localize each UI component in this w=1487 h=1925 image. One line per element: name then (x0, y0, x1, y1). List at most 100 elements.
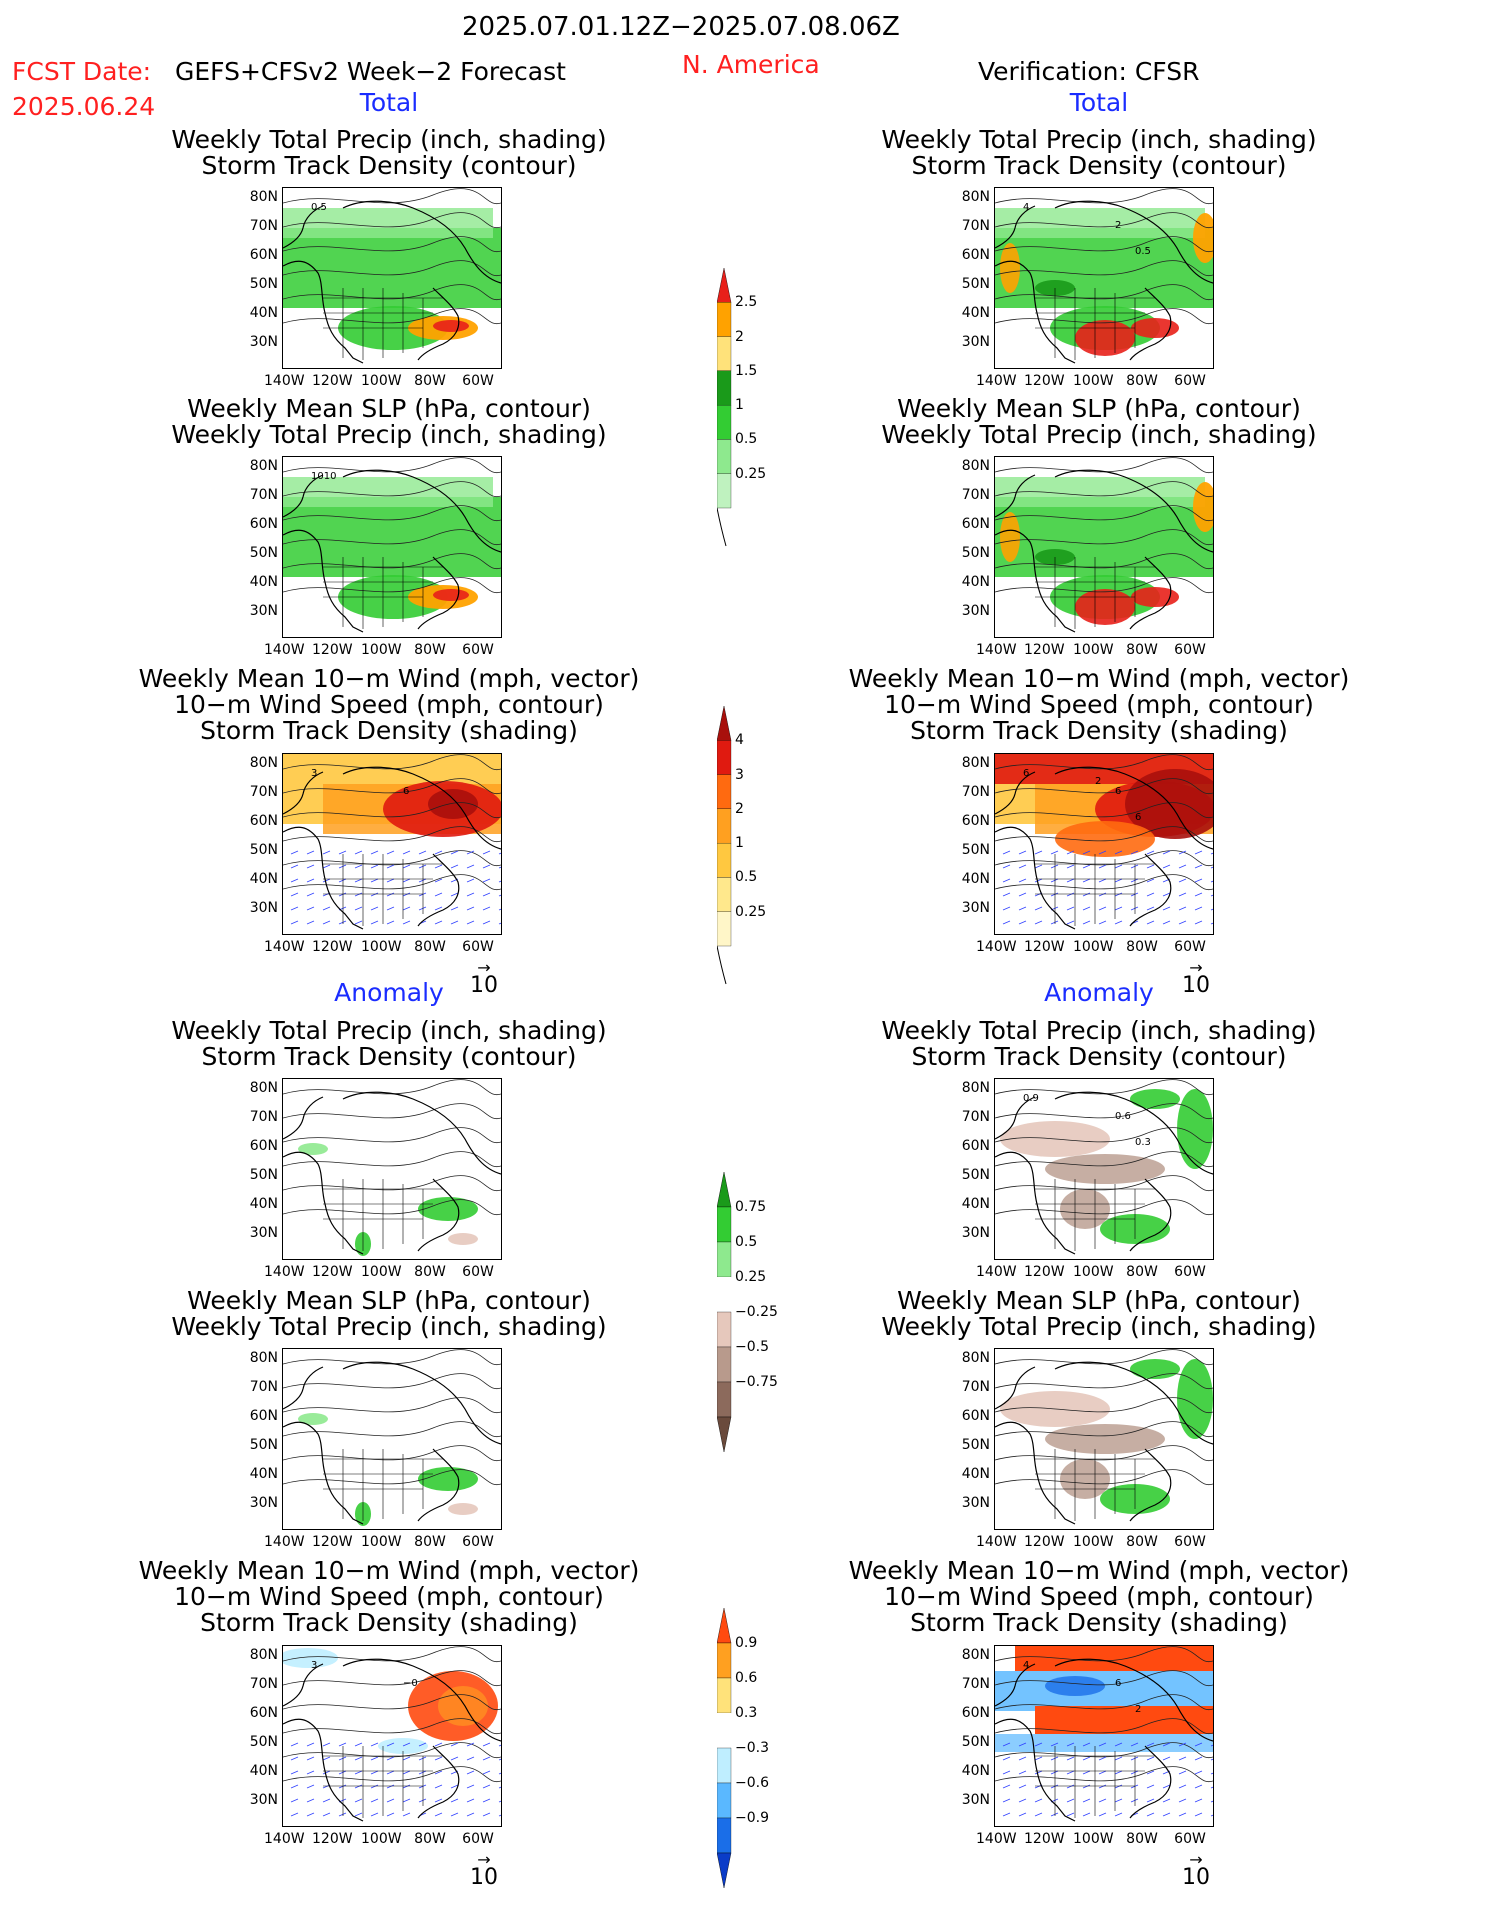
colorbar-label: 0.5 (735, 869, 758, 886)
wind-vector (322, 920, 331, 925)
contour-line (283, 577, 501, 594)
contour-line (283, 553, 501, 570)
section-anomaly-left: Anomaly (334, 978, 444, 1007)
wind-vector (1034, 1812, 1043, 1817)
lat-tick-label: 40N (961, 1466, 990, 1482)
wind-vector (1018, 1812, 1027, 1817)
colorbar-precip_total (717, 268, 732, 547)
lat-tick-label: 30N (249, 334, 278, 350)
lon-tick-label: 100W (1073, 1264, 1114, 1280)
wind-vector (450, 1798, 459, 1803)
wind-vector (290, 1798, 299, 1803)
precip-peak (1075, 320, 1135, 356)
wind-vector (354, 878, 363, 883)
lon-tick-label: 80W (414, 373, 446, 389)
wind-vector (1002, 1798, 1011, 1803)
wind-vector (1162, 1742, 1171, 1747)
wind-vector (290, 1756, 299, 1761)
lat-tick-label: 50N (961, 545, 990, 561)
wind-vector (1146, 906, 1155, 911)
contour-label: 0.5 (1135, 246, 1151, 257)
lon-tick-label: 140W (976, 1831, 1017, 1847)
contour-label: 6 (1115, 786, 1121, 797)
wind-vector (370, 1812, 379, 1817)
wind-vector (1018, 906, 1027, 911)
contour-line (283, 1349, 501, 1366)
wind-vector (1002, 920, 1011, 925)
vector-reference: → 10 (1182, 1850, 1210, 1891)
wind-vector (1210, 866, 1213, 869)
wind-vector (1034, 1756, 1043, 1761)
colorbar-label: −0.75 (735, 1374, 778, 1390)
wind-vector (1002, 864, 1011, 869)
wind-vector (402, 850, 411, 855)
wind-vector (1034, 1798, 1043, 1803)
lat-tick-label: 40N (249, 1196, 278, 1212)
wind-vector (466, 864, 475, 869)
map-canvas-l3: 36 (283, 754, 501, 930)
wind-vector (306, 1756, 315, 1761)
wind-vector (306, 920, 315, 925)
lon-tick-label: 100W (361, 373, 402, 389)
wind-vector (386, 892, 395, 897)
wind-vector (1050, 892, 1059, 897)
lat-tick-label: 60N (249, 516, 278, 532)
wind-vector (1178, 906, 1187, 911)
lon-tick-label: 140W (976, 373, 1017, 389)
wind-vector (386, 1798, 395, 1803)
vector-reference: → 10 (470, 958, 498, 999)
wind-vector (1114, 864, 1123, 869)
wind-vector (434, 920, 443, 925)
contour-line (995, 481, 1213, 498)
colorbar-label: 1 (735, 835, 744, 852)
colorbar-segment (717, 1206, 732, 1243)
wind-vector (1162, 892, 1171, 897)
wind-vector (306, 1798, 315, 1803)
contour-line (283, 1469, 501, 1486)
section-total-left: Total (359, 88, 419, 117)
wind-vector (402, 1798, 411, 1803)
wind-vector (1114, 1784, 1123, 1789)
lon-tick-label: 80W (1126, 1534, 1158, 1550)
lat-tick-label: 50N (961, 1437, 990, 1453)
wind-vector (1162, 1784, 1171, 1789)
wind-vector (386, 1812, 395, 1817)
wind-vector (402, 878, 411, 883)
wind-vector (1002, 850, 1011, 855)
coastline (283, 766, 501, 930)
lat-tick-label: 60N (249, 1408, 278, 1424)
lat-tick-label: 50N (961, 1167, 990, 1183)
wind-vector (338, 920, 347, 925)
wind-vector (290, 1770, 299, 1775)
wind-vector (386, 1742, 395, 1747)
wind-vector (1098, 892, 1107, 897)
wind-vector (498, 1786, 501, 1789)
colorbar-segment (717, 1416, 732, 1452)
region-label: N. America (682, 50, 820, 79)
precip-peak2 (1131, 318, 1179, 338)
contour-line (995, 1646, 1213, 1663)
contour-label: 0.3 (1135, 1137, 1151, 1148)
lon-tick-label: 100W (361, 939, 402, 955)
map-panel-r1: 4 2 0.5 (994, 187, 1214, 369)
lat-tick-label: 60N (249, 1705, 278, 1721)
wind-vector (498, 1800, 501, 1803)
colorbar-label: −0.5 (735, 1339, 769, 1355)
wind-vector (1210, 1744, 1213, 1747)
contour-line (283, 1151, 501, 1168)
contour-label: 6 (403, 786, 409, 797)
lon-tick-label: 80W (1126, 1831, 1158, 1847)
lat-tick-label: 80N (961, 1647, 990, 1663)
colorbar-label: 1.5 (735, 362, 758, 379)
precip-shade (995, 497, 1213, 577)
contour-label: 0.6 (1115, 1111, 1131, 1122)
wind-vector (354, 850, 363, 855)
lat-tick-label: 80N (961, 189, 990, 205)
wind-vector (418, 1784, 427, 1789)
section-anomaly-right: Anomaly (1044, 978, 1154, 1007)
wind-vector (1210, 1772, 1213, 1775)
wind-vector (370, 892, 379, 897)
contour-line (283, 1397, 501, 1414)
colorbar-segment (717, 336, 732, 372)
colorbar-label: −0.25 (735, 1304, 778, 1320)
